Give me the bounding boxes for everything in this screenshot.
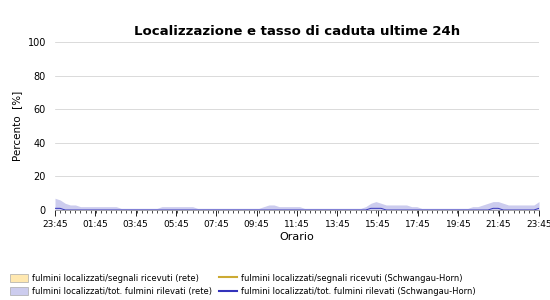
Legend: fulmini localizzati/segnali ricevuti (rete), fulmini localizzati/tot. fulmini ri: fulmini localizzati/segnali ricevuti (re…	[10, 274, 476, 296]
Title: Localizzazione e tasso di caduta ultime 24h: Localizzazione e tasso di caduta ultime …	[134, 25, 460, 38]
X-axis label: Orario: Orario	[279, 232, 315, 242]
Y-axis label: Percento  [%]: Percento [%]	[12, 91, 22, 161]
